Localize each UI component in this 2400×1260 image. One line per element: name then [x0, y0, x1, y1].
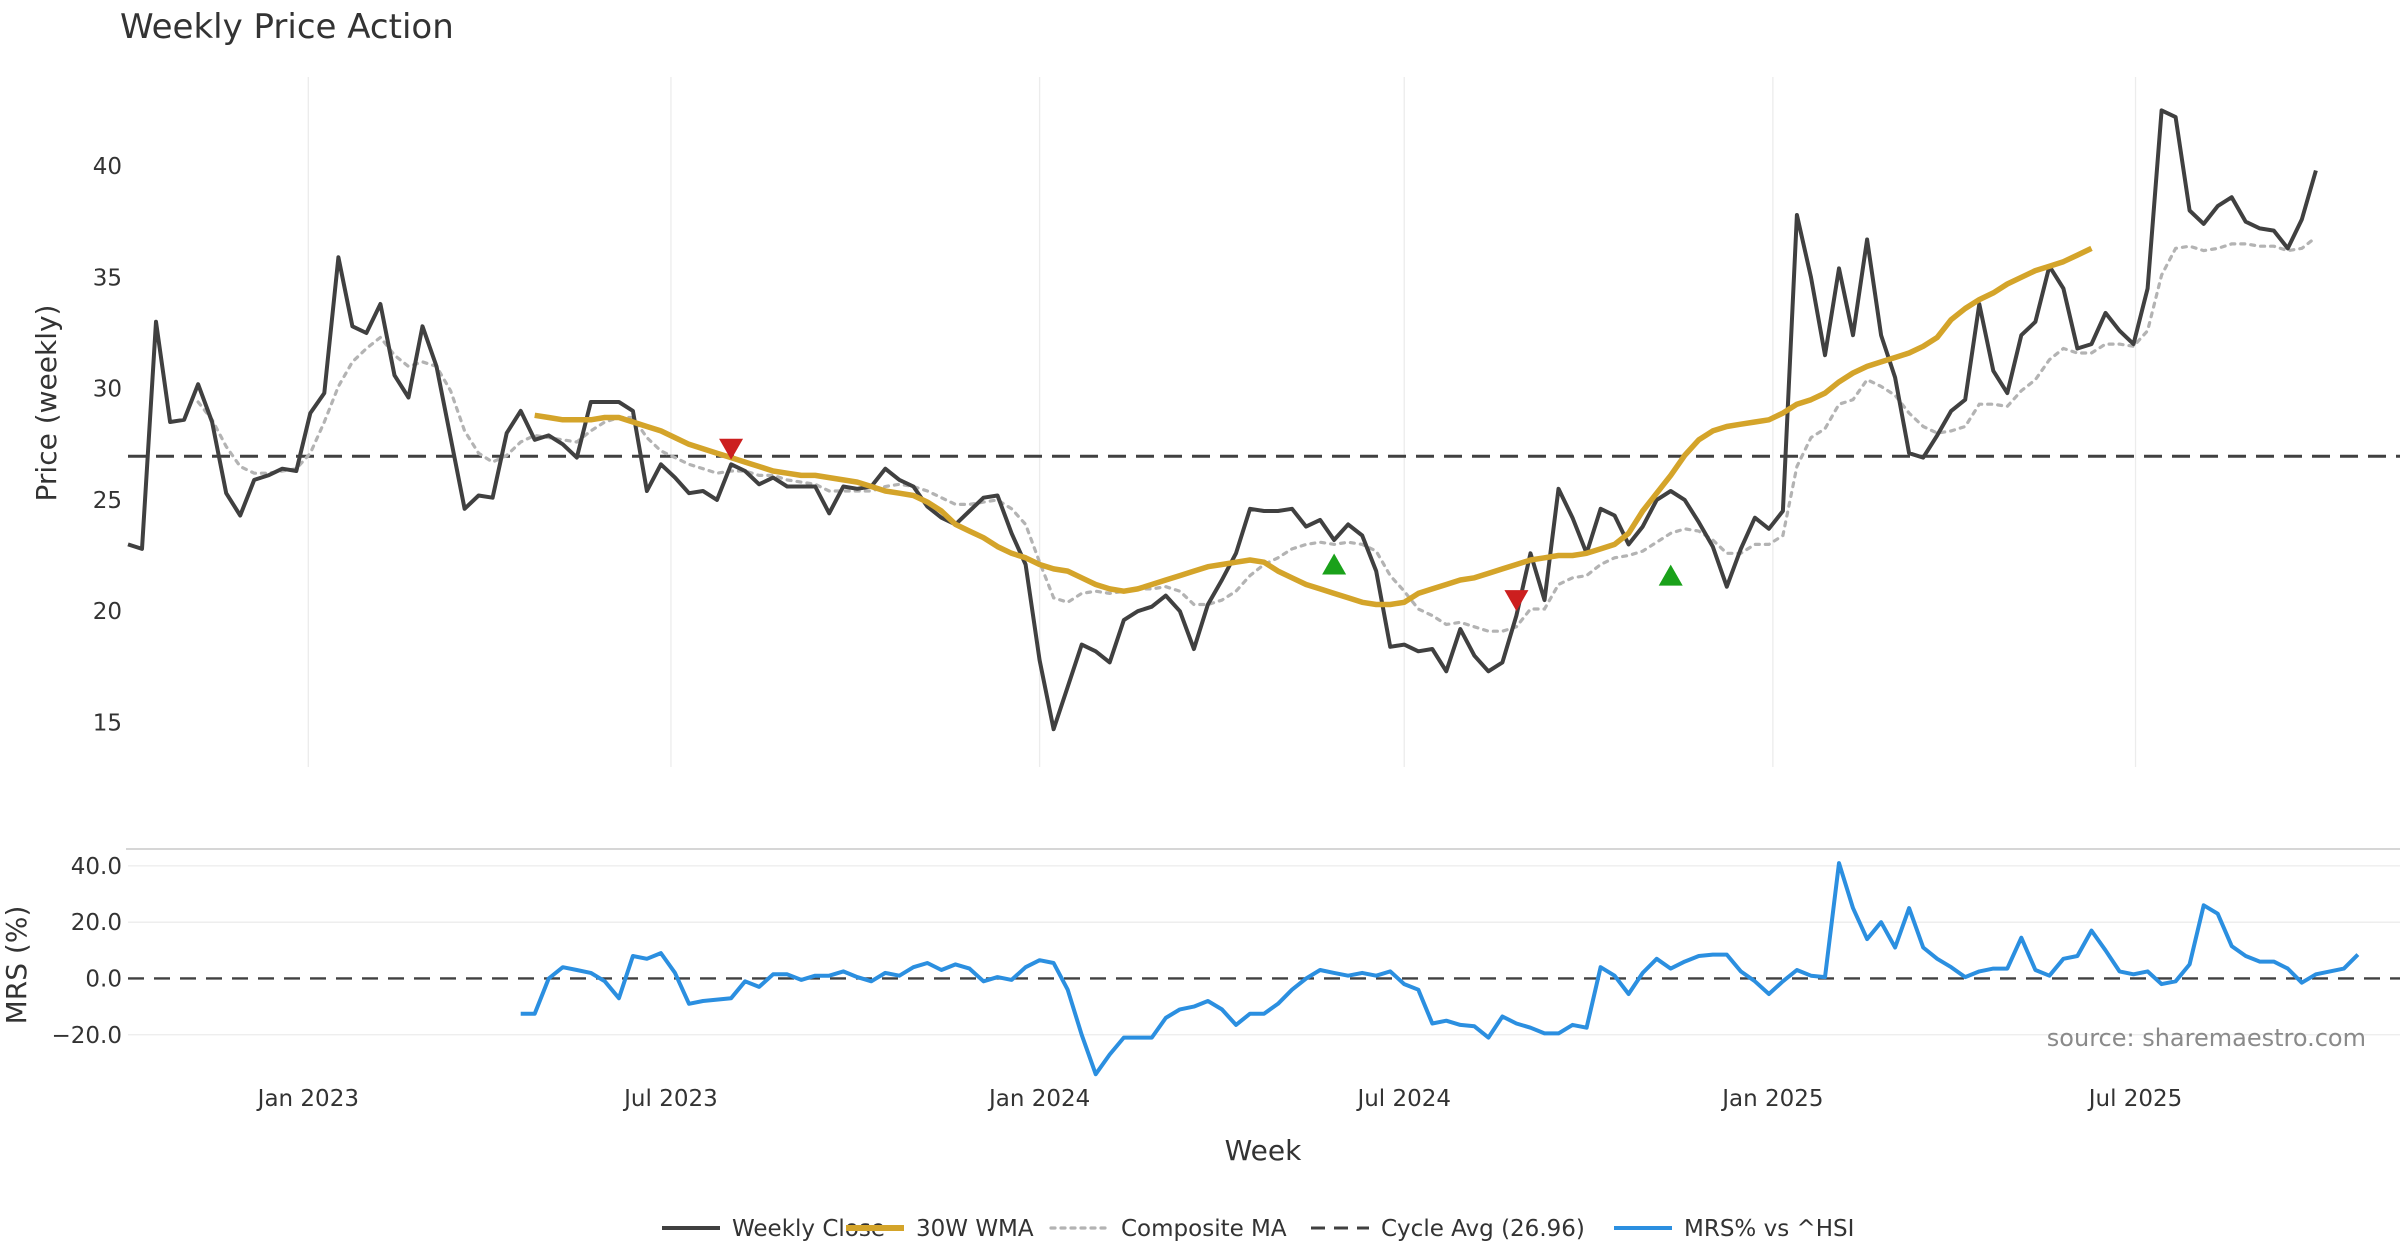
weekly-close-line	[127, 108, 2318, 732]
signal-buy-1	[1322, 553, 1347, 575]
mrs-y-tick-2: 0.0	[85, 966, 122, 992]
mrs-y-label: MRS (%)	[0, 906, 33, 1025]
chart-title: Weekly Price Action	[120, 7, 454, 47]
price-panel: 15 20 25 30 35 40 Price (weekly)	[30, 77, 2400, 767]
mrs-y-ticks: 40.0 20.0 0.0 −20.0	[52, 854, 122, 1049]
price-y-tick-1: 20	[93, 599, 122, 625]
price-y-tick-3: 30	[93, 377, 122, 403]
signal-buy-3	[1658, 564, 1683, 586]
mrs-y-tick-0: 40.0	[71, 854, 122, 880]
x-tick-2: Jan 2024	[987, 1086, 1090, 1112]
legend-label-mrs: MRS% vs ^HSI	[1684, 1216, 1854, 1242]
mrs-y-tick-3: −20.0	[52, 1023, 122, 1049]
x-tick-labels: Jan 2023 Jul 2023 Jan 2024 Jul 2024 Jan 2025…	[256, 1086, 2183, 1112]
price-y-ticks: 15 20 25 30 35 40	[93, 154, 122, 736]
price-signals	[719, 438, 1683, 612]
price-grid	[307, 77, 2137, 767]
mrs-grid	[128, 865, 2400, 1036]
x-tick-4: Jan 2025	[1720, 1086, 1823, 1112]
x-axis-label: Week	[1225, 1134, 1302, 1167]
legend-label-composite: Composite MA	[1121, 1216, 1287, 1242]
mrs-lines	[128, 861, 2400, 1077]
x-tick-5: Jul 2025	[2087, 1086, 2183, 1112]
legend-label-cycle: Cycle Avg (26.96)	[1381, 1216, 1585, 1242]
legend-label-wma: 30W WMA	[916, 1216, 1034, 1242]
legend: Weekly Close 30W WMA Composite MA Cycle Avg…	[662, 1216, 1854, 1242]
mrs-panel: 40.0 20.0 0.0 −20.0 MRS (%) source: sharema…	[0, 848, 2400, 1077]
price-y-tick-2: 25	[93, 488, 122, 514]
price-y-label: Price (weekly)	[30, 305, 63, 502]
signal-sell-2	[1504, 590, 1529, 612]
source-note: source: sharemaestro.com	[2047, 1024, 2366, 1052]
x-tick-1: Jul 2023	[622, 1086, 718, 1112]
x-tick-3: Jul 2024	[1355, 1086, 1451, 1112]
signal-sell-0	[719, 438, 744, 460]
price-lines	[127, 108, 2400, 732]
price-y-tick-0: 15	[93, 710, 122, 736]
x-tick-0: Jan 2023	[256, 1086, 359, 1112]
wma-30w-line	[534, 245, 2093, 608]
price-y-tick-5: 40	[93, 154, 122, 180]
price-y-tick-4: 35	[93, 265, 122, 291]
mrs-y-tick-1: 20.0	[71, 910, 122, 936]
mrs-line	[520, 861, 2360, 1077]
